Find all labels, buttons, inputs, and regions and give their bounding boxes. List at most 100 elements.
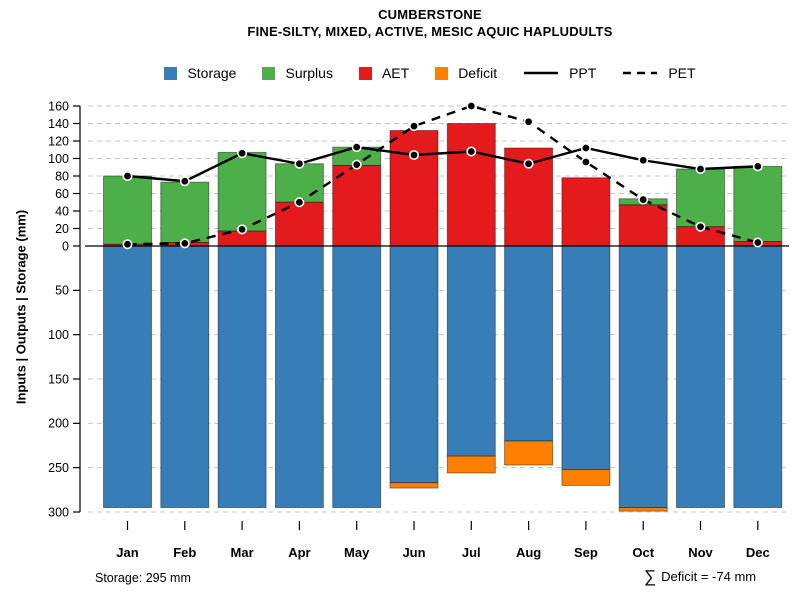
y-axis-tick-label: 20 [55,222,69,236]
ppt-line [127,145,758,183]
month-label: Dec [746,545,770,560]
ppt-point [351,142,362,153]
pet-point [179,238,190,249]
legend-label: Storage [187,65,237,81]
storage-bar [160,245,210,509]
storage-bar [618,245,668,509]
storage-bar [561,245,611,470]
y-axis-tick-label: 120 [48,134,69,148]
month-label: Jul [462,545,481,560]
ppt-point [237,148,248,159]
y-axis-tick-label: 150 [48,372,69,386]
legend-label: PET [668,65,696,81]
deficit-bar [504,440,554,466]
storage-bar [389,245,439,484]
y-axis-tick-label: 160 [48,99,69,113]
month-label: Oct [632,545,654,560]
storage-bar [676,245,725,509]
aet-bar [274,201,324,247]
legend-swatch-storage [164,66,178,80]
ppt-point [179,176,190,187]
aet-bar [389,130,439,247]
pet-point [351,159,362,170]
month-label: Nov [688,545,713,560]
legend-item-storage: Storage [164,65,236,81]
y-axis-tick-label: 80 [55,169,69,183]
ppt-point [294,158,305,169]
legend-label: Deficit [458,65,498,81]
storage-bar [274,245,324,509]
legend-item-surplus: Surplus [262,65,333,81]
sigma-symbol: ∑ [644,567,657,586]
legend-sample-ppt [524,71,559,75]
pet-point [752,237,763,248]
storage-bar [504,245,554,442]
ppt-point [122,171,133,182]
month-label: May [344,545,370,560]
legend-item-pet: PET [622,65,696,81]
y-axis-tick-label: 0 [62,239,69,253]
legend-item-aet: AET [358,65,410,81]
y-axis-tick-label: 200 [48,417,69,431]
legend-item-deficit: Deficit [435,65,497,81]
y-axis-tick-label: 300 [48,505,69,519]
y-axis-tick-label: 50 [55,284,69,298]
chart-subtitle: FINE-SILTY, MIXED, ACTIVE, MESIC AQUIC H… [247,24,613,39]
pet-point [466,101,477,112]
month-label: Jun [402,545,425,560]
aet-bar [561,177,611,247]
storage-bar [103,245,152,509]
deficit-sum-text: Deficit = -74 mm [661,569,757,584]
y-axis-tick-label: 100 [48,328,69,342]
pet-point [294,197,305,208]
pet-point [638,194,649,205]
legend-label: PPT [569,65,597,81]
chart-header: CUMBERSTONE FINE-SILTY, MIXED, ACTIVE, M… [60,7,800,39]
ppt-point [466,146,477,157]
deficit-bar [618,507,668,512]
legend-swatch-aet [358,66,372,80]
month-label: Apr [288,545,310,560]
legend-swatch-surplus [262,66,276,80]
ppt-point [580,143,591,154]
storage-annotation: Storage: 295 mm [95,571,191,585]
surplus-bar [274,163,324,203]
chart-legend: Storage Surplus AET Deficit PPT PET [60,63,800,83]
pet-point [408,121,419,132]
legend-label: AET [381,65,410,81]
deficit-sum-annotation: ∑ Deficit = -74 mm [644,566,756,586]
y-axis-tick-label: 100 [48,152,69,166]
pet-point [580,157,591,168]
surplus-bar [103,175,152,245]
legend-sample-pet [623,71,658,75]
ppt-point [638,155,649,166]
chart-title: CUMBERSTONE [378,7,482,22]
pet-point [237,224,248,235]
storage-bar [217,245,267,509]
y-axis-tick-label: 60 [55,187,69,201]
month-label: Aug [516,545,541,560]
surplus-bar [676,168,725,228]
y-axis-tick-label: 140 [48,117,69,131]
y-axis-tick-label: 250 [48,461,69,475]
deficit-bar [446,455,496,474]
deficit-bar [389,482,439,489]
surplus-bar [217,151,267,232]
pet-point [122,239,133,250]
deficit-bar [561,468,611,486]
storage-bar [332,245,382,509]
pet-point [523,116,534,127]
ppt-point [523,158,534,169]
month-label: Mar [231,545,254,560]
aet-bar [618,204,668,247]
ppt-point [695,164,706,175]
storage-bar [733,245,783,509]
aet-bar [446,123,496,247]
y-axis-tick-label: 40 [55,204,69,218]
surplus-bar [160,181,210,243]
ppt-point [752,161,763,172]
legend-item-ppt: PPT [523,65,596,81]
ppt-point [408,150,419,161]
surplus-bar [733,165,783,243]
